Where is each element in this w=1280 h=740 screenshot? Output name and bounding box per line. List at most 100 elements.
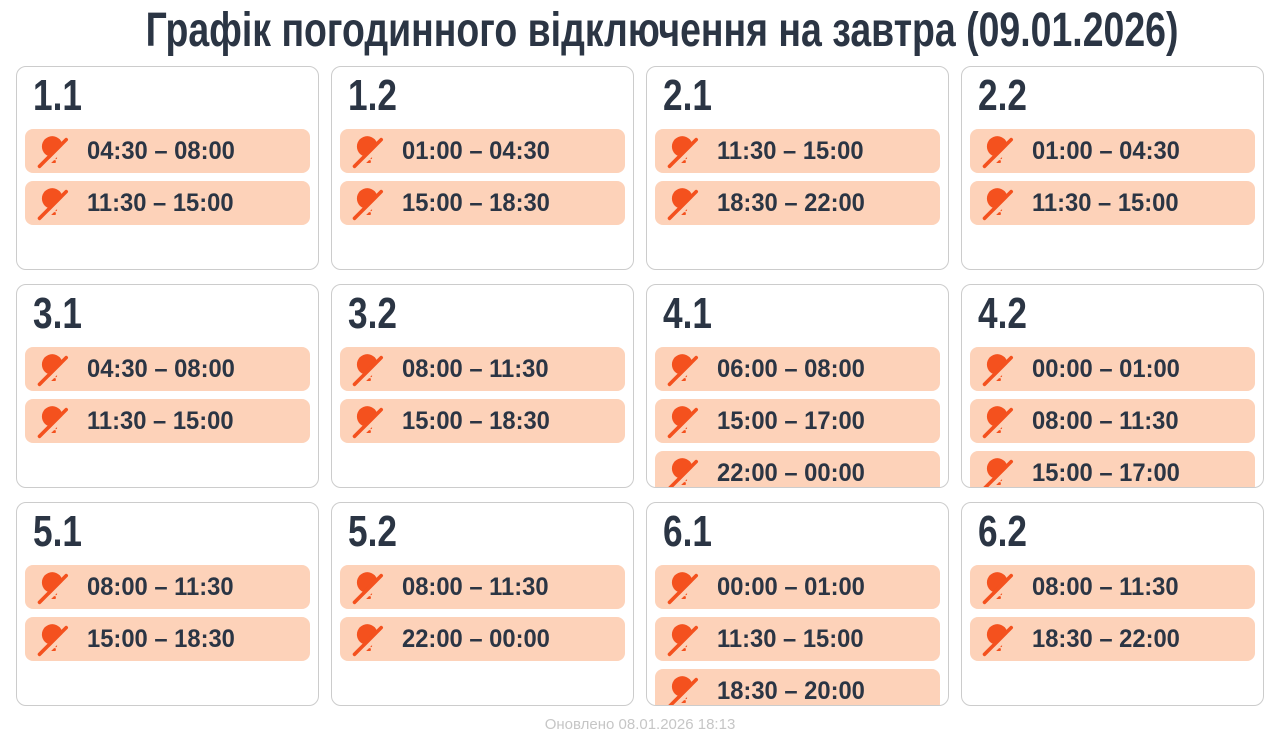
outage-slot: 04:30 – 08:00 bbox=[25, 129, 310, 173]
outage-slot: 08:00 – 11:30 bbox=[970, 565, 1255, 609]
outage-slot: 08:00 – 11:30 bbox=[340, 565, 625, 609]
lightbulb-off-icon bbox=[665, 351, 701, 387]
group-card: 3.2 08:00 – 11:30 bbox=[331, 284, 634, 488]
outage-time: 22:00 – 00:00 bbox=[402, 624, 550, 653]
lightbulb-off-icon bbox=[980, 185, 1016, 221]
outage-time: 15:00 – 18:30 bbox=[402, 406, 550, 435]
outage-slot: 01:00 – 04:30 bbox=[340, 129, 625, 173]
outage-slot: 11:30 – 15:00 bbox=[970, 181, 1255, 225]
group-name-text: 5.2 bbox=[348, 507, 397, 556]
outage-time: 11:30 – 15:00 bbox=[717, 136, 864, 165]
outage-slot-list: 00:00 – 01:00 11:30 – 15:00 bbox=[655, 565, 940, 705]
group-name-text: 4.2 bbox=[978, 289, 1027, 338]
lightbulb-off-icon bbox=[665, 621, 701, 657]
outage-time: 00:00 – 01:00 bbox=[717, 572, 865, 601]
group-name: 6.2 bbox=[978, 507, 1255, 557]
outage-slot: 15:00 – 17:00 bbox=[655, 399, 940, 443]
lightbulb-off-icon bbox=[980, 133, 1016, 169]
group-name-text: 5.1 bbox=[33, 507, 82, 556]
lightbulb-off-icon bbox=[980, 403, 1016, 439]
group-card: 2.1 11:30 – 15:00 bbox=[646, 66, 949, 270]
lightbulb-off-icon bbox=[35, 621, 71, 657]
lightbulb-off-icon bbox=[350, 403, 386, 439]
group-name-text: 3.2 bbox=[348, 289, 397, 338]
outage-slot: 00:00 – 01:00 bbox=[655, 565, 940, 609]
lightbulb-off-icon bbox=[35, 351, 71, 387]
group-card: 5.2 08:00 – 11:30 bbox=[331, 502, 634, 706]
outage-time: 08:00 – 11:30 bbox=[1032, 572, 1179, 601]
outage-time: 11:30 – 15:00 bbox=[1032, 188, 1179, 217]
outage-time: 08:00 – 11:30 bbox=[1032, 406, 1179, 435]
outage-slot: 11:30 – 15:00 bbox=[25, 399, 310, 443]
group-card: 1.1 04:30 – 08:00 bbox=[16, 66, 319, 270]
group-name: 2.2 bbox=[978, 71, 1255, 121]
outage-slot: 08:00 – 11:30 bbox=[340, 347, 625, 391]
group-name: 2.1 bbox=[663, 71, 940, 121]
lightbulb-off-icon bbox=[35, 185, 71, 221]
outage-slot-list: 04:30 – 08:00 11:30 – 15:00 bbox=[25, 129, 310, 225]
lightbulb-off-icon bbox=[665, 455, 701, 487]
outage-slot-list: 08:00 – 11:30 22:00 – 00:00 bbox=[340, 565, 625, 661]
outage-slot: 18:30 – 22:00 bbox=[970, 617, 1255, 661]
outage-slot-list: 11:30 – 15:00 18:30 – 22:00 bbox=[655, 129, 940, 225]
outage-slot: 22:00 – 00:00 bbox=[655, 451, 940, 487]
outage-time: 15:00 – 18:30 bbox=[87, 624, 235, 653]
lightbulb-off-icon bbox=[35, 569, 71, 605]
schedule-grid: 1.1 04:30 – 08:00 bbox=[16, 66, 1264, 706]
outage-time: 04:30 – 08:00 bbox=[87, 136, 235, 165]
outage-slot: 15:00 – 18:30 bbox=[340, 181, 625, 225]
outage-slot: 15:00 – 18:30 bbox=[25, 617, 310, 661]
page-title-text: Графік погодинного відключення на завтра… bbox=[145, 4, 1179, 57]
group-name-text: 6.1 bbox=[663, 507, 712, 556]
outage-slot-list: 04:30 – 08:00 11:30 – 15:00 bbox=[25, 347, 310, 443]
lightbulb-off-icon bbox=[350, 569, 386, 605]
outage-slot: 15:00 – 17:00 bbox=[970, 451, 1255, 487]
group-name: 1.1 bbox=[33, 71, 310, 121]
outage-slot: 18:30 – 22:00 bbox=[655, 181, 940, 225]
outage-time: 18:30 – 22:00 bbox=[717, 188, 865, 217]
lightbulb-off-icon bbox=[980, 351, 1016, 387]
lightbulb-off-icon bbox=[980, 569, 1016, 605]
page-title: Графік погодинного відключення на завтра… bbox=[0, 2, 1280, 60]
outage-time: 18:30 – 22:00 bbox=[1032, 624, 1180, 653]
outage-slot-list: 06:00 – 08:00 15:00 – 17:00 bbox=[655, 347, 940, 487]
outage-slot: 00:00 – 01:00 bbox=[970, 347, 1255, 391]
lightbulb-off-icon bbox=[35, 403, 71, 439]
outage-time: 01:00 – 04:30 bbox=[402, 136, 550, 165]
group-card: 3.1 04:30 – 08:00 bbox=[16, 284, 319, 488]
group-card: 4.2 00:00 – 01:00 bbox=[961, 284, 1264, 488]
group-name: 3.2 bbox=[348, 289, 625, 339]
group-name-text: 2.2 bbox=[978, 71, 1027, 120]
group-card: 6.1 00:00 – 01:00 bbox=[646, 502, 949, 706]
outage-time: 11:30 – 15:00 bbox=[717, 624, 864, 653]
outage-slot-list: 00:00 – 01:00 08:00 – 11:30 bbox=[970, 347, 1255, 487]
outage-slot: 11:30 – 15:00 bbox=[655, 617, 940, 661]
group-name-text: 4.1 bbox=[663, 289, 712, 338]
lightbulb-off-icon bbox=[350, 621, 386, 657]
lightbulb-off-icon bbox=[350, 351, 386, 387]
group-name-text: 6.2 bbox=[978, 507, 1027, 556]
group-card: 1.2 01:00 – 04:30 bbox=[331, 66, 634, 270]
outage-slot: 06:00 – 08:00 bbox=[655, 347, 940, 391]
last-updated-note: Оновлено 08.01.2026 18:13 bbox=[544, 716, 736, 733]
group-name: 1.2 bbox=[348, 71, 625, 121]
outage-time: 11:30 – 15:00 bbox=[87, 406, 234, 435]
group-name-text: 2.1 bbox=[663, 71, 712, 120]
outage-slot: 04:30 – 08:00 bbox=[25, 347, 310, 391]
group-name-text: 3.1 bbox=[33, 289, 82, 338]
lightbulb-off-icon bbox=[665, 569, 701, 605]
outage-slot: 08:00 – 11:30 bbox=[25, 565, 310, 609]
group-name: 4.1 bbox=[663, 289, 940, 339]
lightbulb-off-icon bbox=[665, 185, 701, 221]
outage-time: 01:00 – 04:30 bbox=[1032, 136, 1180, 165]
outage-time: 04:30 – 08:00 bbox=[87, 354, 235, 383]
group-card: 2.2 01:00 – 04:30 bbox=[961, 66, 1264, 270]
group-name: 3.1 bbox=[33, 289, 310, 339]
outage-time: 00:00 – 01:00 bbox=[1032, 354, 1180, 383]
group-name-text: 1.1 bbox=[33, 71, 82, 120]
lightbulb-off-icon bbox=[350, 185, 386, 221]
group-card: 4.1 06:00 – 08:00 bbox=[646, 284, 949, 488]
outage-slot: 08:00 – 11:30 bbox=[970, 399, 1255, 443]
outage-time: 08:00 – 11:30 bbox=[402, 354, 549, 383]
outage-slot: 11:30 – 15:00 bbox=[655, 129, 940, 173]
